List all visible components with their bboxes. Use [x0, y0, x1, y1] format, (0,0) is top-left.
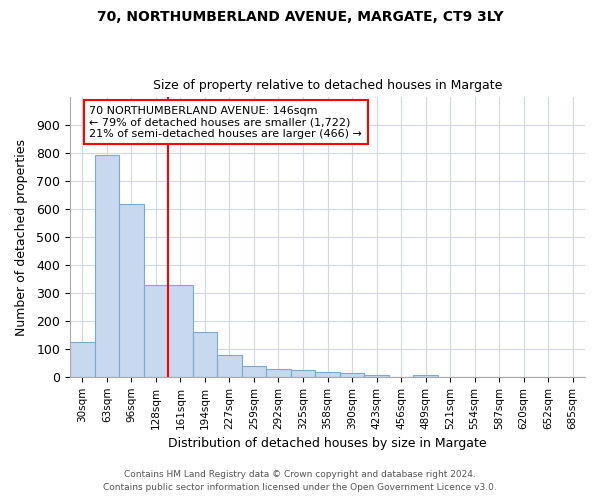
Bar [70, 342, 95, 377]
Bar [266, 369, 291, 377]
Bar [315, 372, 340, 377]
X-axis label: Distribution of detached houses by size in Margate: Distribution of detached houses by size … [168, 437, 487, 450]
Text: 70 NORTHUMBERLAND AVENUE: 146sqm
← 79% of detached houses are smaller (1,722)
21: 70 NORTHUMBERLAND AVENUE: 146sqm ← 79% o… [89, 106, 362, 139]
Bar [95, 154, 119, 377]
Text: Contains HM Land Registry data © Crown copyright and database right 2024.
Contai: Contains HM Land Registry data © Crown c… [103, 470, 497, 492]
Y-axis label: Number of detached properties: Number of detached properties [15, 138, 28, 336]
Bar [340, 373, 364, 377]
Text: 70, NORTHUMBERLAND AVENUE, MARGATE, CT9 3LY: 70, NORTHUMBERLAND AVENUE, MARGATE, CT9 … [97, 10, 503, 24]
Bar [168, 284, 193, 377]
Bar [143, 284, 168, 377]
Title: Size of property relative to detached houses in Margate: Size of property relative to detached ho… [153, 79, 502, 92]
Bar [119, 204, 143, 377]
Bar [193, 332, 217, 377]
Bar [413, 374, 438, 377]
Bar [217, 355, 242, 377]
Bar [291, 370, 315, 377]
Bar [242, 366, 266, 377]
Bar [364, 374, 389, 377]
